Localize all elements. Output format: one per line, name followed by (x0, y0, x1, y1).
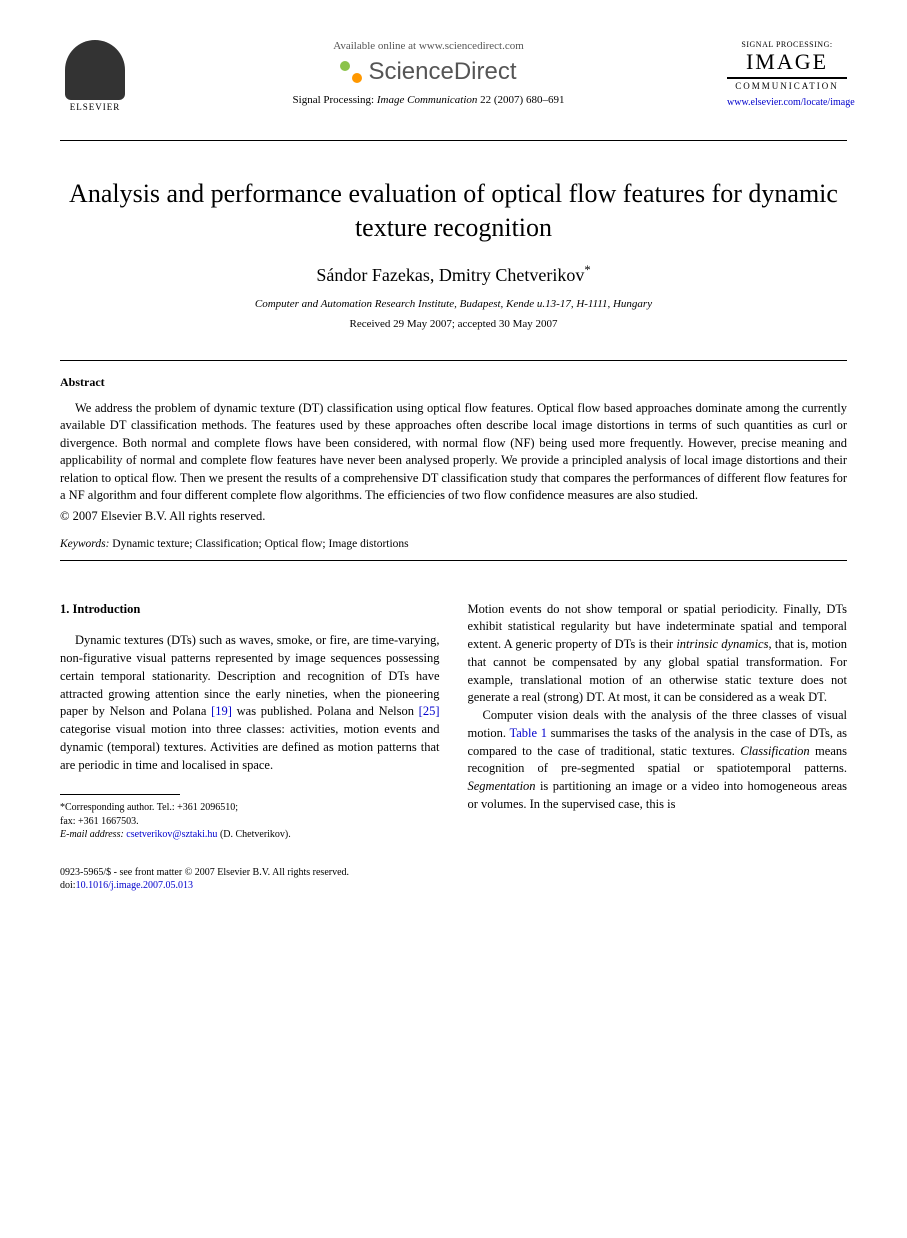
journal-logo-top: SIGNAL PROCESSING: (727, 40, 847, 49)
corresponding-footnote: *Corresponding author. Tel.: +361 209651… (60, 801, 440, 842)
sciencedirect-logo: ScienceDirect (130, 58, 727, 86)
sciencedirect-icon (340, 61, 362, 83)
article-dates: Received 29 May 2007; accepted 30 May 20… (60, 318, 847, 330)
elsevier-tree-icon (65, 40, 125, 100)
header-rule (60, 140, 847, 141)
journal-logo-sub: COMMUNICATION (727, 81, 847, 91)
ref-25-link[interactable]: [25] (419, 704, 440, 718)
body-columns: 1. Introduction Dynamic textures (DTs) s… (60, 601, 847, 842)
header-row: ELSEVIER Available online at www.science… (60, 40, 847, 136)
email-label: E-mail address: (60, 829, 124, 840)
front-matter-line: 0923-5965/$ - see front matter © 2007 El… (60, 866, 847, 880)
doi-line: doi:10.1016/j.image.2007.05.013 (60, 879, 847, 893)
abstract-heading: Abstract (60, 375, 847, 390)
footnote-tel: *Corresponding author. Tel.: +361 209651… (60, 801, 440, 815)
classification-term: Classification (740, 744, 809, 758)
abstract-copyright: © 2007 Elsevier B.V. All rights reserved… (60, 509, 847, 524)
footnote-email-line: E-mail address: csetverikov@sztaki.hu (D… (60, 828, 440, 842)
affiliation: Computer and Automation Research Institu… (60, 298, 847, 310)
left-column: 1. Introduction Dynamic textures (DTs) s… (60, 601, 440, 842)
keywords-label: Keywords: (60, 538, 109, 550)
journal-link[interactable]: www.elsevier.com/locate/image (727, 97, 847, 108)
intro-text-2: was published. Polana and Nelson (232, 704, 419, 718)
intro-para-2: Computer vision deals with the analysis … (468, 707, 848, 814)
keywords-line: Keywords: Dynamic texture; Classificatio… (60, 538, 847, 550)
header-center: Available online at www.sciencedirect.co… (130, 40, 727, 136)
journal-logo: SIGNAL PROCESSING: IMAGE COMMUNICATION w… (727, 40, 847, 108)
journal-logo-main: IMAGE (727, 49, 847, 79)
corresponding-marker: * (584, 263, 590, 277)
intro-text-3: categorise visual motion into three clas… (60, 722, 440, 772)
citation-suffix: 22 (2007) 680–691 (477, 94, 564, 106)
citation-prefix: Signal Processing: (293, 94, 377, 106)
email-suffix: (D. Chetverikov). (217, 829, 290, 840)
sciencedirect-text: ScienceDirect (368, 58, 516, 86)
section-1-heading: 1. Introduction (60, 601, 440, 619)
footnote-fax: fax: +361 1667503. (60, 815, 440, 829)
doi-prefix: doi: (60, 880, 76, 891)
abstract-body: We address the problem of dynamic textur… (60, 400, 847, 505)
keywords-text: Dynamic texture; Classification; Optical… (109, 538, 408, 550)
elsevier-logo: ELSEVIER (60, 40, 130, 120)
intro-para-1-cont: Motion events do not show temporal or sp… (468, 601, 848, 708)
abstract-top-rule (60, 360, 847, 361)
article-title: Analysis and performance evaluation of o… (60, 177, 847, 245)
front-matter-block: 0923-5965/$ - see front matter © 2007 El… (60, 866, 847, 893)
intrinsic-dynamics-term: intrinsic dynamics (676, 637, 768, 651)
elsevier-label: ELSEVIER (70, 102, 121, 112)
author-names: Sándor Fazekas, Dmitry Chetverikov (316, 265, 584, 285)
authors: Sándor Fazekas, Dmitry Chetverikov* (60, 263, 847, 286)
available-online-text: Available online at www.sciencedirect.co… (130, 40, 727, 52)
ref-19-link[interactable]: [19] (211, 704, 232, 718)
segmentation-term: Segmentation (468, 779, 536, 793)
doi-link[interactable]: 10.1016/j.image.2007.05.013 (76, 880, 194, 891)
keywords-rule (60, 560, 847, 561)
right-column: Motion events do not show temporal or sp… (468, 601, 848, 842)
citation-line: Signal Processing: Image Communication 2… (130, 94, 727, 106)
footnote-rule (60, 794, 180, 795)
intro-para-1: Dynamic textures (DTs) such as waves, sm… (60, 632, 440, 774)
email-link[interactable]: csetverikov@sztaki.hu (124, 829, 218, 840)
citation-journal: Image Communication (377, 94, 478, 106)
table-1-link[interactable]: Table 1 (509, 726, 546, 740)
